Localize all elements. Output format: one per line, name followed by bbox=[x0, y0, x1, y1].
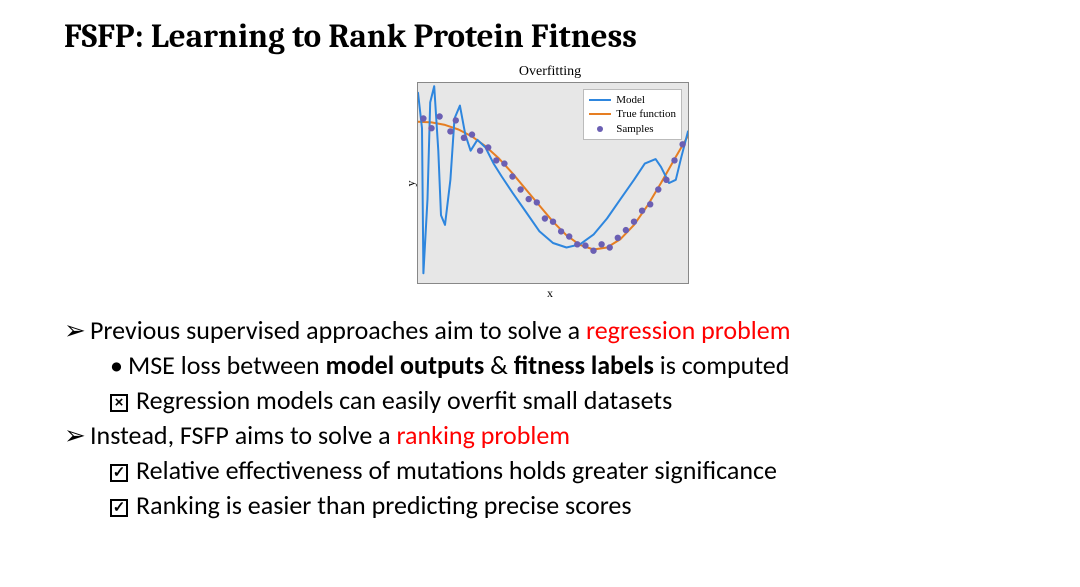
x-axis-label: x bbox=[405, 286, 695, 301]
boxed-check-icon bbox=[110, 488, 136, 523]
bullet-1a-post: is computed bbox=[654, 349, 790, 381]
bullet-2a-text: Relative effectiveness of mutations hold… bbox=[136, 453, 1036, 488]
slide: FSFP: Learning to Rank Protein Fitness O… bbox=[0, 0, 1080, 587]
dot-bullet-icon: • bbox=[110, 348, 128, 383]
bullet-1a-pre: MSE loss between bbox=[128, 349, 326, 381]
chart-title: Overfitting bbox=[405, 64, 695, 80]
legend-item-true: True function bbox=[589, 107, 676, 121]
legend-item-model: Model bbox=[589, 93, 676, 107]
bullet-1-pre: Previous supervised approaches aim to so… bbox=[90, 314, 586, 346]
legend-item-samples: Samples bbox=[589, 122, 676, 136]
legend-swatch-model bbox=[589, 99, 611, 101]
bullet-1a-bold2: fitness labels bbox=[514, 349, 654, 381]
bullet-1a-bold1: model outputs bbox=[326, 349, 485, 381]
arrow-bullet-icon: ➢ bbox=[64, 418, 90, 453]
legend-label-samples: Samples bbox=[616, 122, 653, 136]
overfitting-chart: Overfitting y Model True function bbox=[405, 64, 695, 301]
arrow-bullet-icon: ➢ bbox=[64, 313, 90, 348]
bullet-2b-text: Ranking is easier than predicting precis… bbox=[136, 488, 1036, 523]
legend-swatch-samples bbox=[589, 126, 611, 132]
bullet-2-pre: Instead, FSFP aims to solve a bbox=[90, 419, 396, 451]
bullet-1b-text: Regression models can easily overfit sma… bbox=[136, 383, 1036, 418]
legend-label-model: Model bbox=[616, 93, 645, 107]
bullet-1a: • MSE loss between model outputs & fitne… bbox=[110, 348, 1036, 383]
boxed-x-icon bbox=[110, 383, 136, 418]
legend-label-true: True function bbox=[616, 107, 676, 121]
chart-container: Overfitting y Model True function bbox=[64, 64, 1036, 301]
bullet-content: ➢ Previous supervised approaches aim to … bbox=[64, 313, 1036, 524]
bullet-2: ➢ Instead, FSFP aims to solve a ranking … bbox=[64, 418, 1036, 453]
bullet-1: ➢ Previous supervised approaches aim to … bbox=[64, 313, 1036, 348]
legend-swatch-true bbox=[589, 113, 611, 115]
bullet-2b: Ranking is easier than predicting precis… bbox=[110, 488, 1036, 523]
chart-plot-area: Model True function Samples bbox=[417, 82, 689, 284]
bullet-2-highlight: ranking problem bbox=[396, 419, 570, 451]
bullet-1b: Regression models can easily overfit sma… bbox=[110, 383, 1036, 418]
bullet-1a-mid: & bbox=[484, 349, 514, 381]
chart-legend: Model True function Samples bbox=[583, 89, 682, 140]
slide-title: FSFP: Learning to Rank Protein Fitness bbox=[64, 18, 1036, 56]
boxed-check-icon bbox=[110, 453, 136, 488]
bullet-1-highlight: regression problem bbox=[586, 314, 790, 346]
bullet-2a: Relative effectiveness of mutations hold… bbox=[110, 453, 1036, 488]
